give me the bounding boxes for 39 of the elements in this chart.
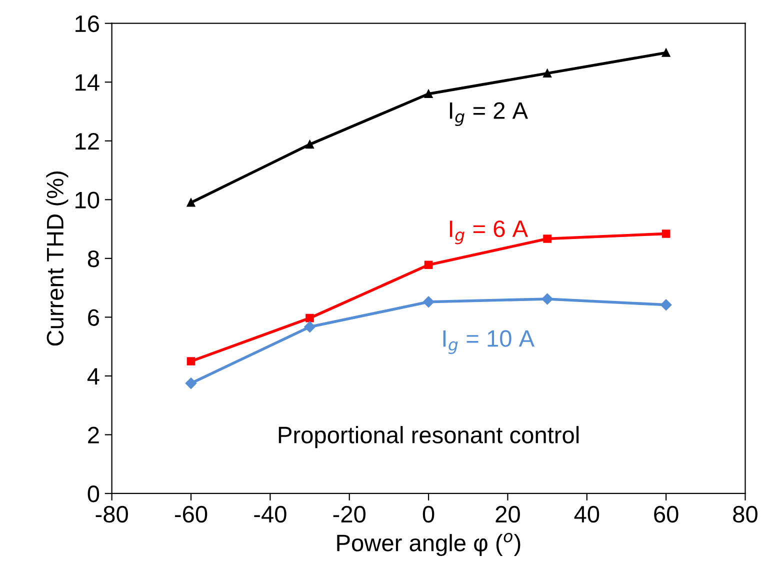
point: [422, 296, 434, 308]
series-label: I$_{g}$ = 6 A: [450, 220, 528, 244]
y-tick-label: 12: [76, 132, 99, 150]
x-tick-label: 0: [422, 506, 434, 523]
point: [304, 321, 316, 332]
point: [306, 140, 314, 149]
x-tick-label: 20: [496, 506, 520, 523]
point: [542, 293, 553, 305]
point: [543, 69, 552, 78]
y-tick-label: 6: [88, 309, 99, 326]
x-tick-label: 80: [733, 506, 758, 523]
point: [186, 198, 196, 207]
point: [662, 230, 670, 238]
y-tick-label: 8: [88, 250, 99, 268]
point: [306, 314, 314, 322]
x-tick-label: -40: [254, 506, 286, 523]
y-axis-title: Current THD (%): [46, 172, 68, 346]
series-label: I$_{g}$ = 2 A: [450, 102, 528, 126]
x-tick-label: -80: [96, 506, 128, 523]
x-tick-label: -60: [174, 506, 208, 523]
point: [186, 357, 196, 366]
x-axis-title: Power angle φ ($^{o}$): [337, 532, 520, 556]
y-tick-label: 4: [87, 368, 100, 385]
y-tick-label: 16: [76, 15, 99, 32]
point: [543, 234, 552, 243]
series-label: I$_{g}$ = 10 A: [443, 330, 535, 354]
y-tick-label: 14: [76, 74, 100, 91]
annotation: Proportional resonant control: [278, 426, 579, 448]
point: [185, 378, 197, 389]
point: [424, 90, 433, 98]
point: [662, 48, 670, 57]
x-tick-label: -20: [333, 506, 366, 523]
y-tick-label: 10: [76, 192, 100, 208]
y-tick-label: 2: [88, 426, 99, 444]
point: [424, 260, 433, 270]
x-tick-label: 60: [654, 506, 678, 523]
point: [660, 299, 672, 310]
y-tick-label: 0: [88, 486, 100, 502]
x-tick-label: 40: [574, 506, 600, 523]
